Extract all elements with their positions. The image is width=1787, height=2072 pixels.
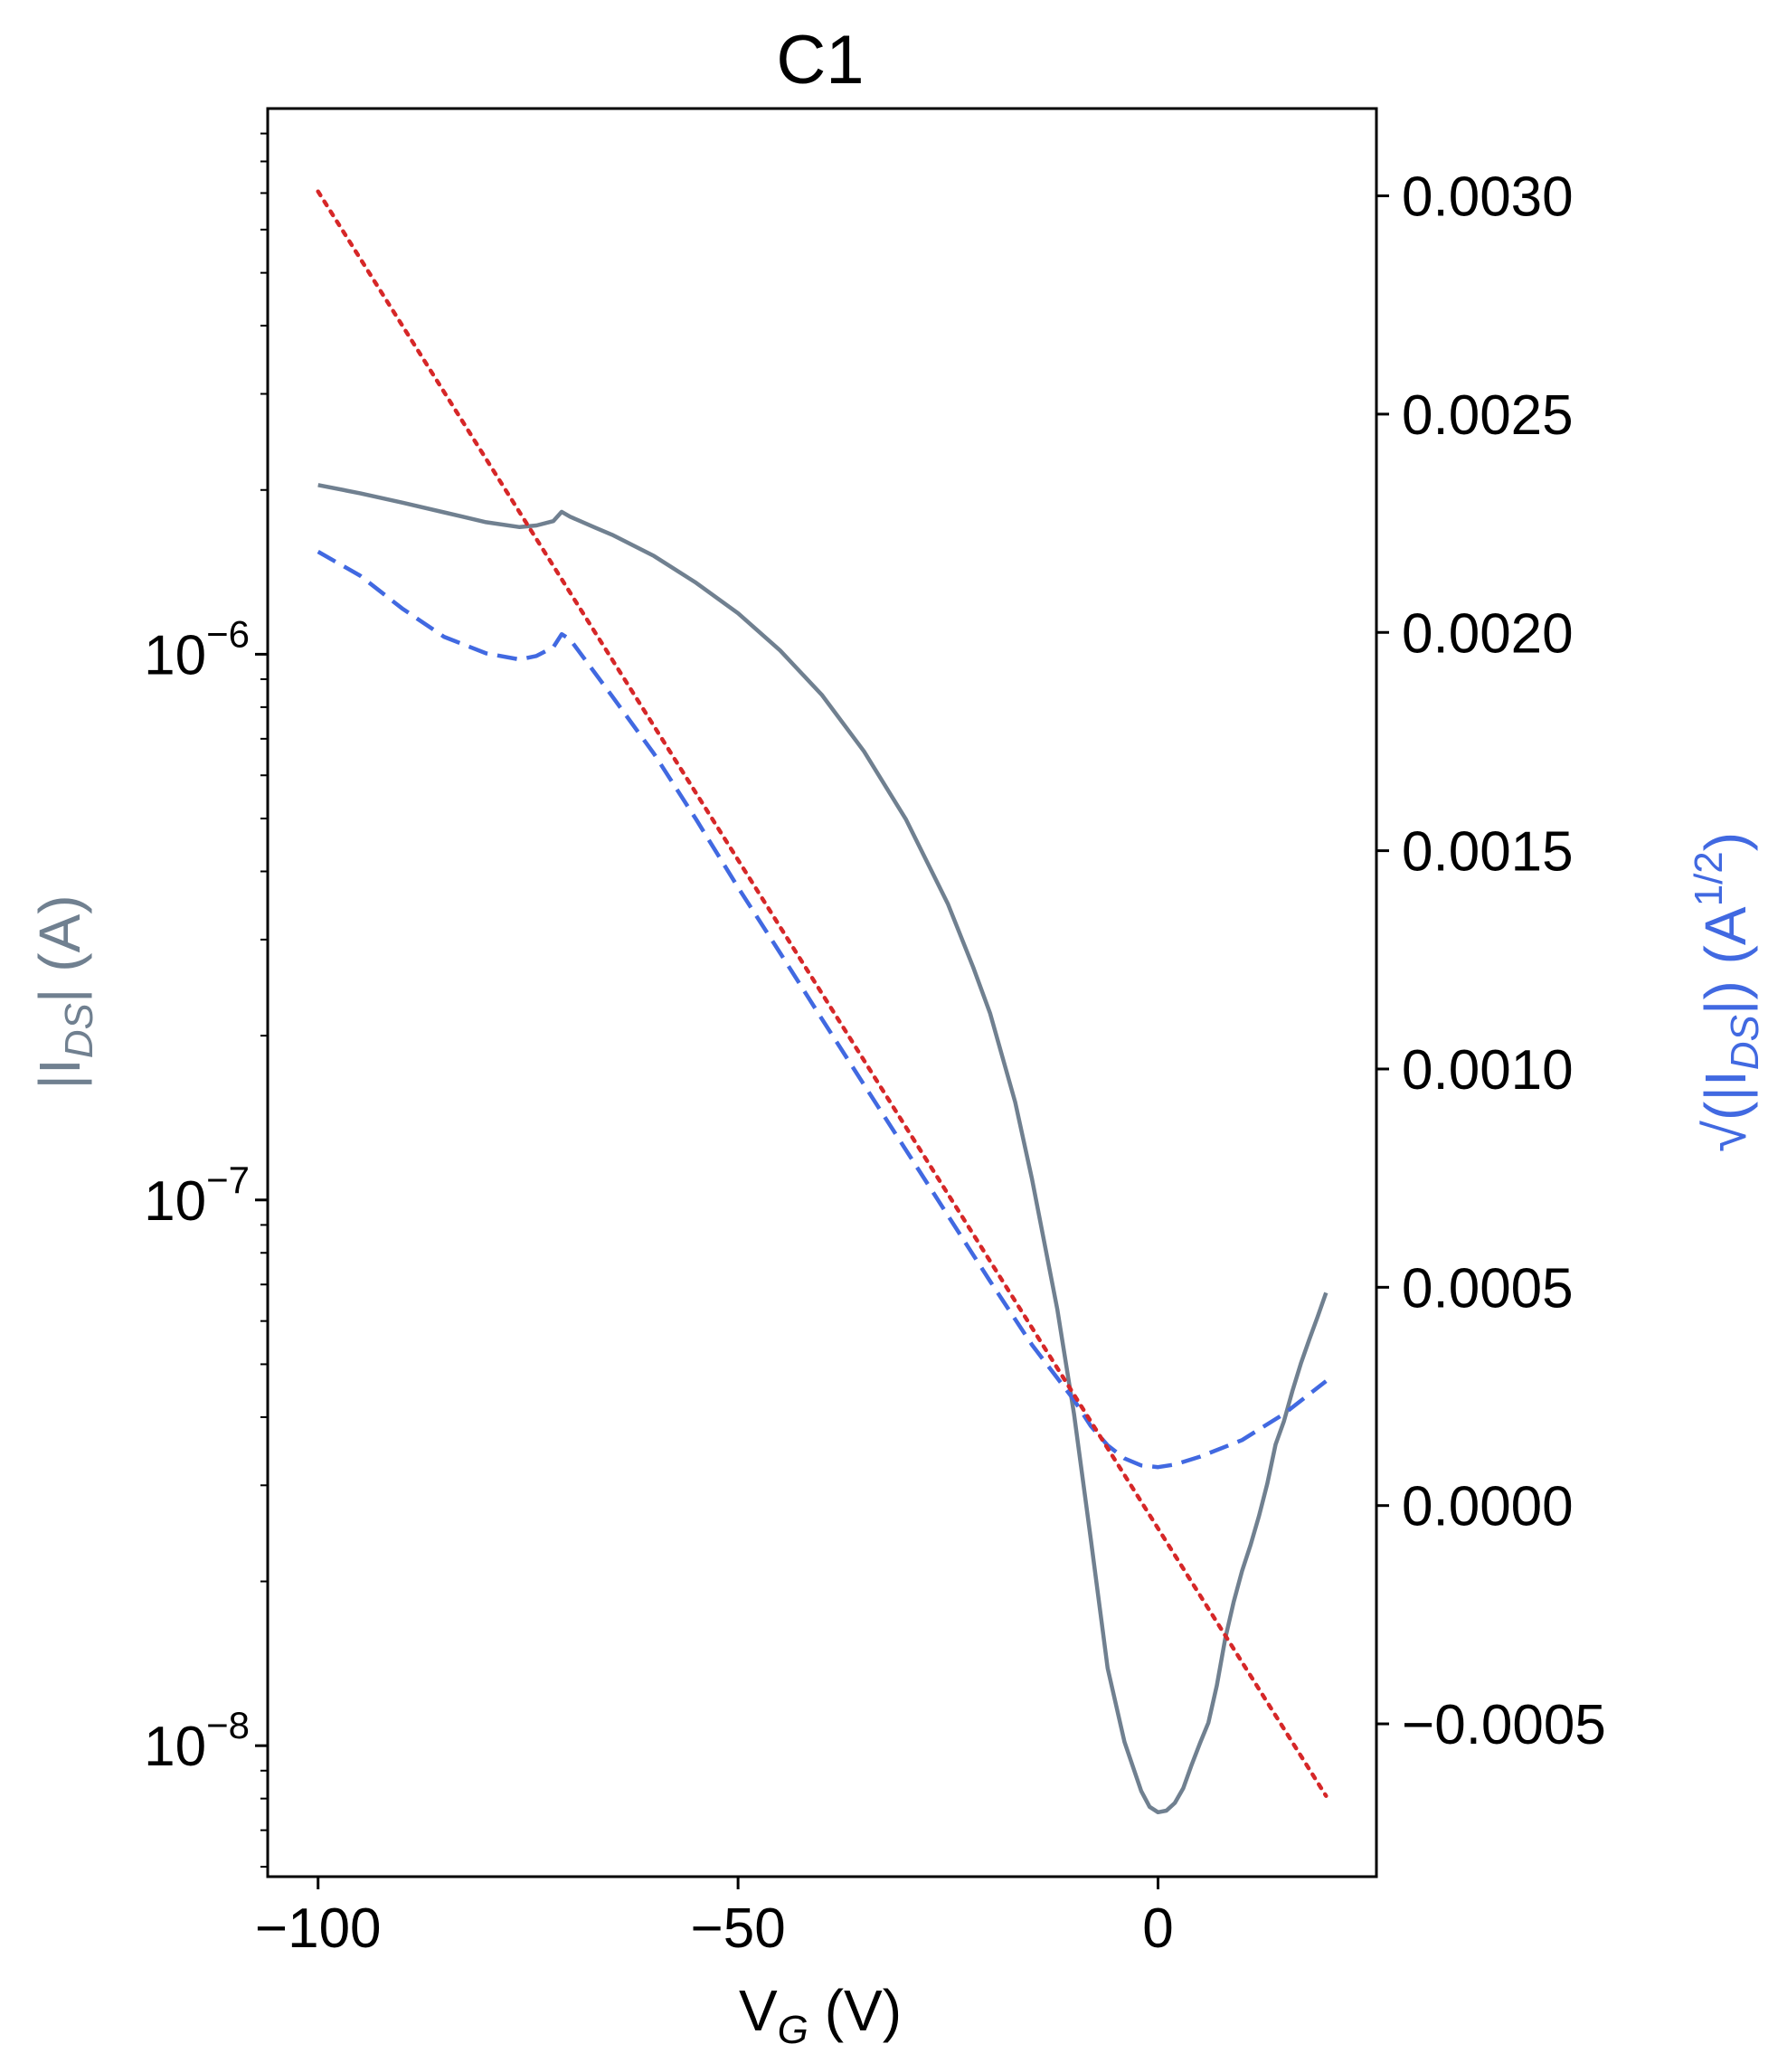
y-left-tick-label-base: 10 [144,624,206,686]
y-right-label-inner-pre: (|I [1693,1070,1758,1121]
y-left-tick-label: 10−8 [144,1704,250,1778]
y-right-axis-label: √(|IDS|) (A1/2) [1687,832,1767,1152]
y-left-tick-label: 10−6 [144,612,250,686]
y-left-axis-ticks: 10−610−710−8 [144,132,268,1869]
y-right-label-radical: √ [1693,1120,1758,1152]
y-left-tick-label-exponent: −6 [206,612,250,655]
y-right-tick-label: 0.0025 [1402,384,1574,447]
y-left-tick-label-exponent: −8 [206,1704,250,1746]
y-right-label-inner-post: |) [1693,980,1758,1015]
y-left-axis-label: |IDS| (A) [27,894,101,1089]
x-axis-label: VG (V) [739,1978,902,2052]
x-axis-ticks: −100 −50 0 [255,1877,1174,1960]
plot-lines [316,189,1328,1815]
y-right-tick-label: 0.0010 [1402,1039,1574,1102]
y-right-tick-label: 0.0000 [1402,1476,1574,1538]
y-right-tick-label: 0.0005 [1402,1257,1574,1320]
y-left-label-pre: |I [27,1058,92,1089]
x-tick-label: −50 [691,1897,786,1960]
y-left-label-post: | (A) [27,894,92,1003]
x-tick-label: −100 [255,1897,382,1960]
y-left-label-sub: DS [57,1003,101,1058]
x-axis-label-main: V [739,1978,778,2043]
y-right-tick-label: 0.0030 [1402,166,1574,229]
series-sqrt-ids-line [317,550,1328,1470]
y-right-label-unit-post: ) [1693,832,1758,851]
x-axis-label-sub: G [778,2008,808,2052]
y-right-label-sub: DS [1723,1015,1767,1070]
series-ids-line [317,483,1328,1815]
y-left-tick-label-exponent: −7 [206,1159,250,1201]
y-right-tick-label: 0.0020 [1402,602,1574,665]
y-left-tick-label-base: 10 [144,1716,206,1778]
series-linear-fit-line [316,189,1328,1798]
y-right-label-unit-sup: 1/2 [1687,851,1731,906]
chart-title: C1 [776,22,864,99]
y-right-label-unit-pre: (A [1693,906,1758,980]
axes-frame [266,107,1378,1878]
y-right-axis-ticks: 0.0030 0.0025 0.0020 0.0015 0.0010 0.0005 0.00… [1376,166,1606,1756]
axes-box [266,107,1378,1878]
y-left-tick-label: 10−7 [144,1159,250,1233]
y-left-tick-label-base: 10 [144,1170,206,1233]
x-axis-label-unit: (V) [808,1978,902,2043]
y-right-tick-label: −0.0005 [1402,1694,1606,1756]
y-right-tick-label: 0.0015 [1402,821,1574,884]
x-tick-label: 0 [1142,1897,1173,1960]
